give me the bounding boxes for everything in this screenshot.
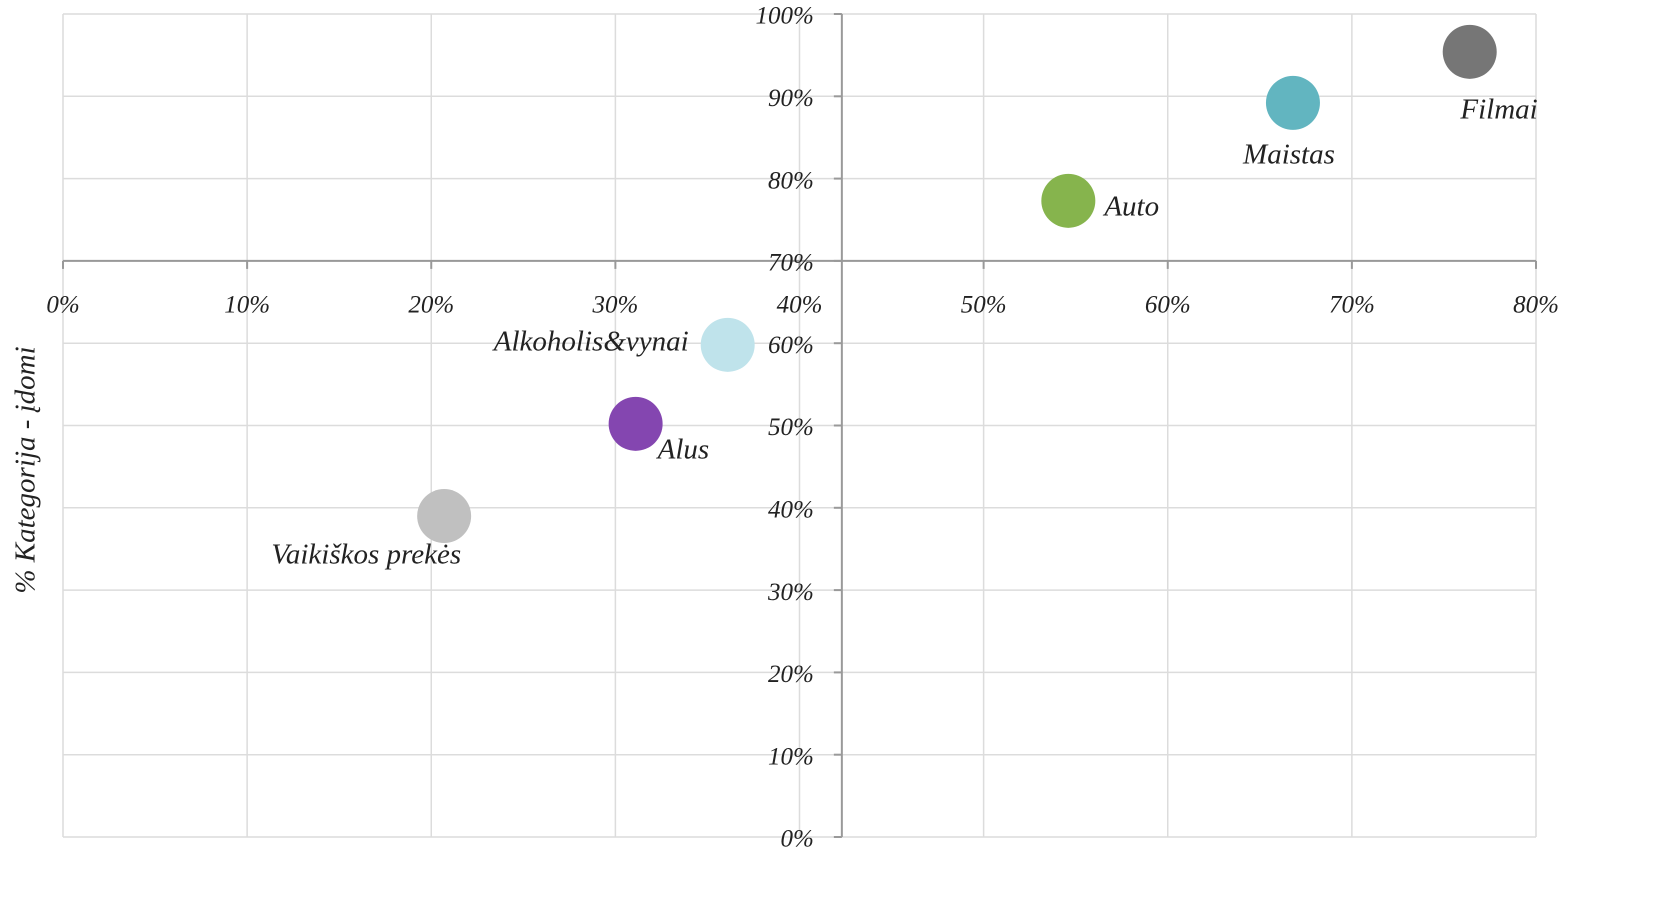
point-label: Alus — [656, 434, 710, 466]
y-tick-label: 90% — [768, 85, 814, 112]
y-tick-label: 60% — [768, 332, 814, 359]
x-tick-label: 10% — [224, 292, 270, 319]
x-tick-label: 20% — [408, 292, 454, 319]
y-tick-label: 100% — [756, 3, 814, 30]
y-tick-label: 0% — [781, 826, 814, 853]
x-tick-label: 80% — [1513, 292, 1559, 319]
point — [1041, 173, 1096, 228]
x-tick-label: 0% — [46, 292, 79, 319]
point — [608, 396, 663, 451]
point-label: Maistas — [1242, 139, 1335, 171]
point-label: Filmai — [1459, 94, 1537, 126]
y-tick-label: 10% — [768, 743, 814, 770]
x-tick-label: 60% — [1145, 292, 1191, 319]
y-tick-label: 40% — [768, 497, 814, 524]
point — [1442, 24, 1497, 79]
y-tick-label: 30% — [767, 579, 814, 606]
x-tick-label: 70% — [1329, 292, 1375, 319]
point — [1265, 75, 1320, 130]
y-tick-label: 50% — [768, 414, 814, 441]
x-tick-label: 30% — [591, 292, 638, 319]
point — [417, 489, 472, 544]
point-label: Auto — [1102, 190, 1159, 222]
y-tick-label: 80% — [768, 167, 814, 194]
x-tick-label: 50% — [961, 292, 1007, 319]
y-axis-label: % Kategorija - įdomi — [10, 346, 42, 593]
point-label: Vaikiškos prekės — [271, 539, 461, 571]
y-tick-label: 20% — [768, 661, 814, 688]
x-tick-label: 40% — [777, 292, 823, 319]
y-tick-label: 70% — [768, 250, 814, 277]
point — [700, 317, 755, 372]
point-label: Alkoholis&vynai — [492, 326, 689, 358]
